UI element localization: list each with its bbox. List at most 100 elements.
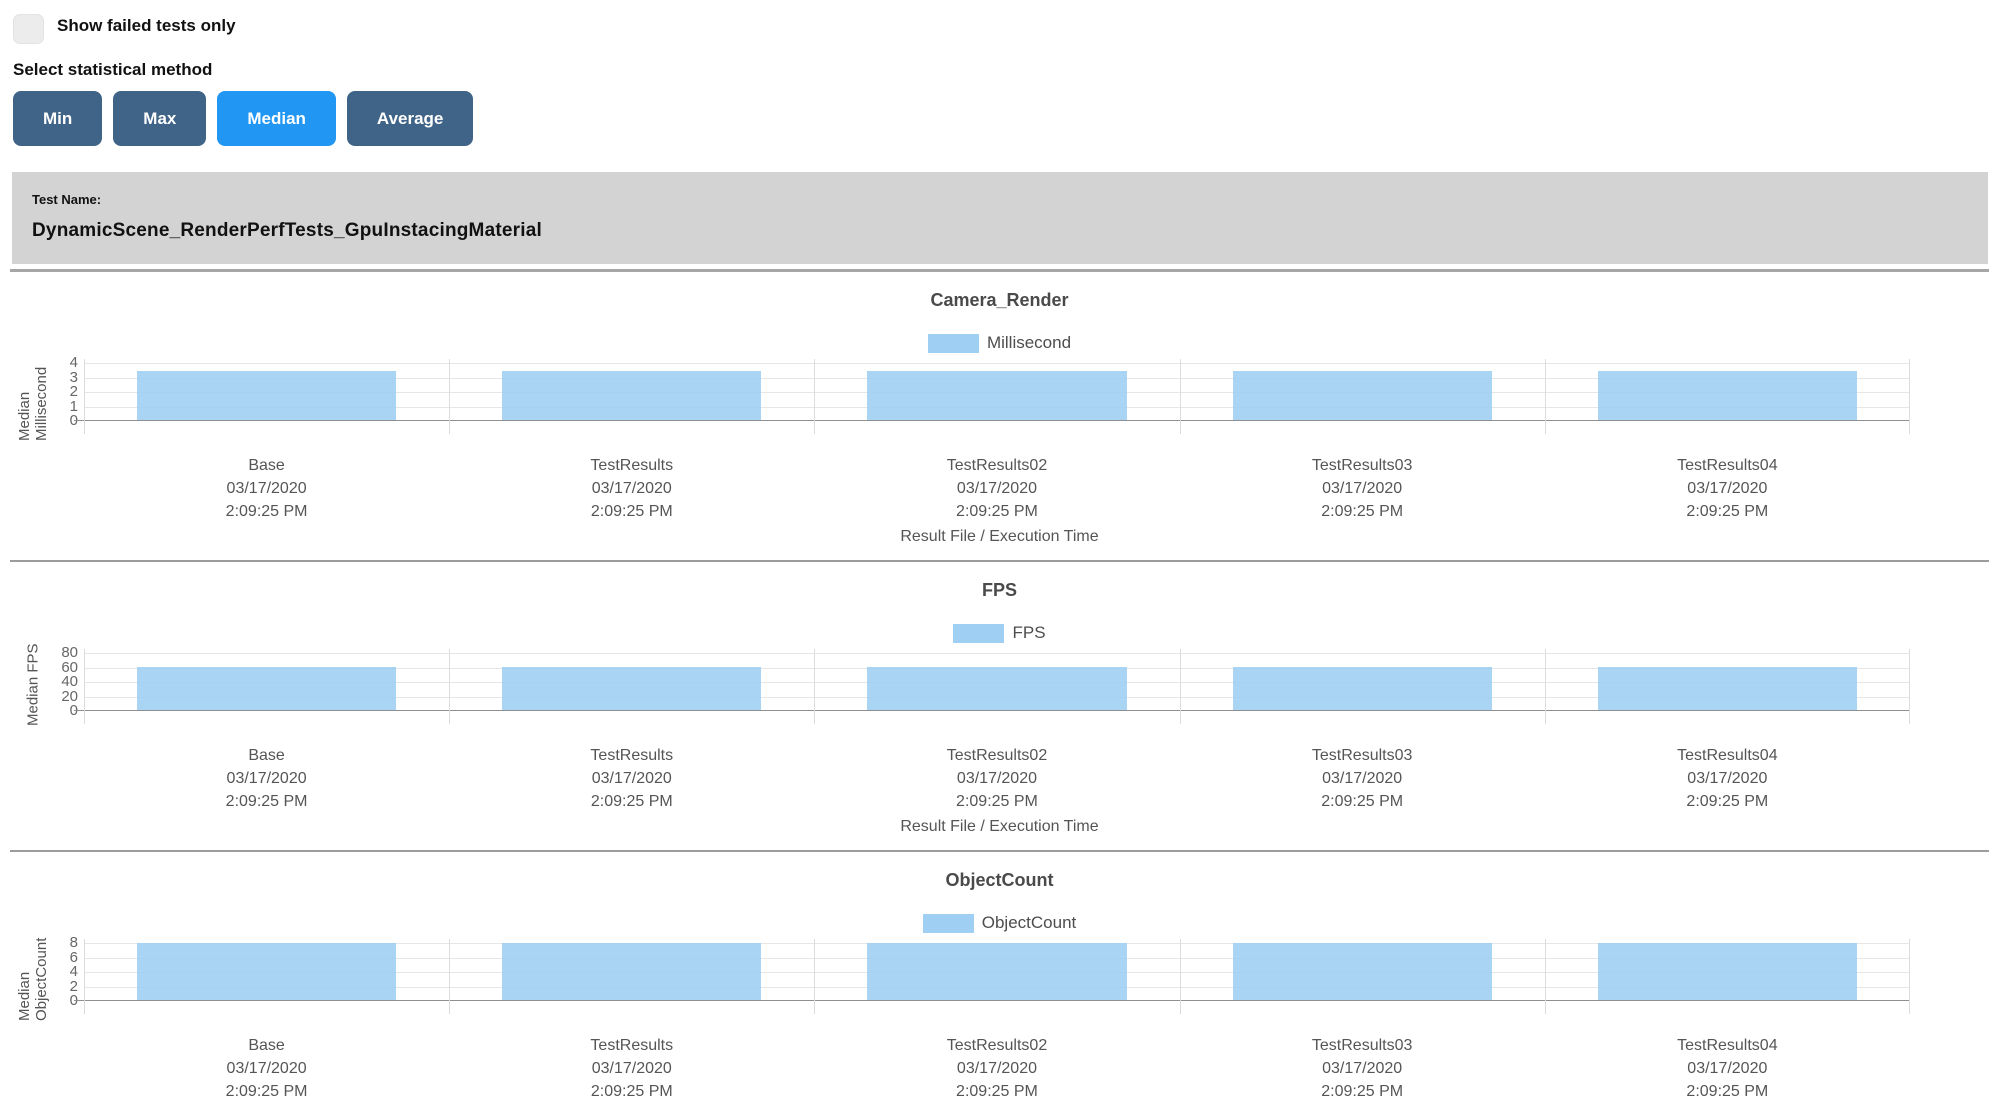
show-failed-checkbox[interactable]	[13, 14, 44, 44]
result-file-name: Base	[248, 457, 285, 474]
bar-testresults03	[1232, 943, 1492, 1000]
category-gridline	[814, 649, 816, 724]
plot-canvas	[74, 649, 1910, 724]
result-file-name: TestResults02	[946, 1037, 1048, 1054]
x-axis-title: Result File / Execution Time	[900, 528, 1099, 545]
y-tick-label: 8	[69, 934, 78, 951]
stat-method-label: Select statistical method	[13, 60, 213, 79]
result-file-name: Base	[248, 1037, 285, 1054]
legend-swatch-icon	[922, 913, 974, 933]
category-gridline	[449, 359, 451, 434]
y-axis-title: Median Millisecond	[16, 366, 50, 441]
category-label-testresults: TestResults 03/17/2020 2:09:25 PM	[449, 744, 814, 813]
y-tick-label: 4	[69, 354, 78, 371]
execution-time: 2:09:25 PM	[225, 1083, 308, 1100]
median-button[interactable]: Median	[217, 91, 336, 146]
category-gridline	[84, 649, 85, 724]
test-name-header: Test Name: DynamicScene_RenderPerfTests_…	[12, 172, 1988, 264]
x-axis-labels: Base 03/17/2020 2:09:25 PM TestResults 03/17…	[84, 1034, 1910, 1103]
plot-area-objectcount: Median ObjectCount86420	[10, 935, 1989, 1021]
execution-date: 03/17/2020	[226, 770, 307, 787]
bar-base	[136, 667, 397, 710]
y-tick-label: 80	[61, 644, 78, 661]
category-gridline	[1909, 359, 1910, 434]
bar-testresults02	[867, 943, 1127, 1000]
category-gridline	[1544, 359, 1546, 434]
legend-label: Millisecond	[986, 333, 1072, 352]
y-axis-title: Median FPS	[24, 643, 42, 727]
category-gridline	[449, 939, 451, 1014]
plot-canvas	[74, 359, 1910, 434]
y-tick-label: 2	[69, 383, 78, 400]
execution-time: 2:09:25 PM	[225, 793, 308, 810]
bar-testresults03	[1232, 371, 1492, 420]
plot-area-camera-render: Median Millisecond43210	[10, 355, 1989, 441]
bar-testresults04	[1597, 943, 1858, 1000]
min-button[interactable]: Min	[13, 91, 103, 146]
category-label-testresults02: TestResults02 03/17/2020 2:09:25 PM	[814, 454, 1179, 523]
chart-fps: FPS FPS Median FPS 806040200 Base 03/17/2020 2…	[10, 560, 1989, 850]
y-tick-label: 60	[61, 658, 78, 676]
execution-date: 03/17/2020	[1322, 1060, 1403, 1077]
result-file-name: TestResults04	[1677, 1037, 1778, 1054]
chart-objectcount: ObjectCount ObjectCount Median ObjectCount…	[10, 850, 1989, 1117]
max-button[interactable]: Max	[113, 91, 207, 146]
legend-camera-render[interactable]: Millisecond	[10, 333, 1989, 353]
y-tick-label: 40	[61, 673, 78, 690]
y-tick-label: 4	[69, 963, 78, 980]
legend-swatch-icon	[927, 333, 979, 353]
execution-date: 03/17/2020	[591, 1060, 672, 1077]
y-axis-ticks: 43210	[56, 355, 84, 429]
execution-date: 03/17/2020	[226, 480, 307, 497]
category-gridline	[1909, 939, 1910, 1014]
execution-time: 2:09:25 PM	[956, 503, 1038, 520]
charts-container: Camera_Render Millisecond Median Milliseco…	[0, 269, 1999, 1117]
category-gridline	[1544, 649, 1546, 724]
category-gridline	[449, 649, 451, 724]
legend-fps[interactable]: FPS	[10, 623, 1989, 643]
category-gridline	[814, 939, 816, 1014]
execution-date: 03/17/2020	[1687, 480, 1768, 497]
category-label-testresults02: TestResults02 03/17/2020 2:09:25 PM	[814, 744, 1179, 813]
y-axis-title: Median ObjectCount	[16, 937, 50, 1021]
y-axis-ticks: 86420	[56, 935, 84, 1009]
average-button[interactable]: Average	[346, 91, 474, 146]
y-tick-label: 2	[69, 977, 78, 995]
bar-base	[136, 943, 397, 1000]
execution-time: 2:09:25 PM	[1686, 503, 1769, 520]
chart-title-fps: FPS	[981, 580, 1017, 600]
legend-label: ObjectCount	[981, 913, 1077, 932]
bar-testresults04	[1597, 667, 1858, 710]
category-gridline	[1179, 649, 1181, 724]
bar-base	[136, 371, 397, 420]
x-axis-line	[74, 710, 84, 711]
legend-objectcount[interactable]: ObjectCount	[10, 913, 1989, 933]
execution-time: 2:09:25 PM	[1321, 503, 1404, 520]
chart-title-objectcount: ObjectCount	[945, 870, 1054, 890]
plot-area-fps: Median FPS 806040200	[10, 644, 1989, 731]
execution-date: 03/17/2020	[1322, 770, 1403, 787]
execution-date: 03/17/2020	[591, 770, 672, 787]
y-tick-label: 1	[69, 397, 78, 415]
execution-time: 2:09:25 PM	[225, 503, 308, 520]
category-label-testresults03: TestResults03 03/17/2020 2:09:25 PM	[1180, 1034, 1545, 1103]
category-label-base: Base 03/17/2020 2:09:25 PM	[84, 1034, 449, 1103]
result-file-name: Base	[248, 747, 285, 764]
category-label-testresults02: TestResults02 03/17/2020 2:09:25 PM	[814, 1034, 1179, 1103]
execution-date: 03/17/2020	[591, 480, 672, 497]
result-file-name: TestResults	[590, 1037, 674, 1054]
category-gridline	[84, 939, 85, 1014]
y-tick-label: 6	[69, 948, 78, 966]
category-label-testresults03: TestResults03 03/17/2020 2:09:25 PM	[1180, 454, 1545, 523]
y-axis-ticks: 806040200	[56, 645, 84, 719]
category-gridline	[814, 359, 816, 434]
legend-label: FPS	[1012, 623, 1046, 642]
show-failed-label: Show failed tests only	[57, 16, 236, 35]
h-gridline	[84, 363, 1910, 364]
x-axis-labels: Base 03/17/2020 2:09:25 PM TestResults 03/17…	[84, 454, 1910, 523]
execution-time: 2:09:25 PM	[956, 1083, 1038, 1100]
y-tick-label: 0	[70, 413, 78, 429]
category-label-testresults04: TestResults04 03/17/2020 2:09:25 PM	[1545, 454, 1910, 523]
category-label-testresults: TestResults 03/17/2020 2:09:25 PM	[449, 1034, 814, 1103]
execution-time: 2:09:25 PM	[590, 1083, 673, 1100]
